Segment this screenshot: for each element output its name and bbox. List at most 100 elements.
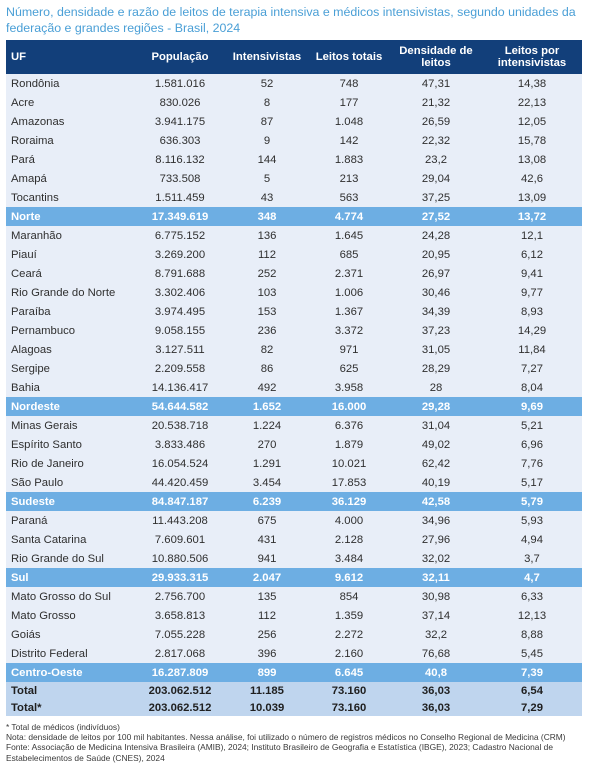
cell-populacao: 16.054.524 [134, 454, 226, 473]
cell-leitos-por-intensivistas: 7,76 [482, 454, 582, 473]
table-title: Número, densidade e razão de leitos de t… [6, 5, 576, 35]
cell-intensivistas: 1.291 [226, 454, 308, 473]
cell-intensivistas: 9 [226, 131, 308, 150]
cell-leitos-por-intensivistas: 8,04 [482, 378, 582, 397]
cell-densidade: 30,98 [390, 587, 482, 606]
cell-leitos-totais: 1.359 [308, 606, 390, 625]
footnote-asterisk: * Total de médicos (indivíduos) [6, 722, 120, 732]
table-row: Mato Grosso do Sul 2.756.700 135 854 30,98 6,… [6, 587, 582, 606]
cell-densidade: 32,02 [390, 549, 482, 568]
cell-intensivistas: 236 [226, 321, 308, 340]
table-row: Distrito Federal 2.817.068 396 2.160 76,68 5,… [6, 644, 582, 663]
cell-uf: Centro-Oeste [6, 663, 134, 682]
cell-densidade: 40,19 [390, 473, 482, 492]
cell-leitos-por-intensivistas: 7,39 [482, 663, 582, 682]
cell-leitos-totais: 6.645 [308, 663, 390, 682]
cell-intensivistas: 256 [226, 625, 308, 644]
cell-uf: Goiás [6, 625, 134, 644]
cell-intensivistas: 8 [226, 93, 308, 112]
cell-populacao: 6.775.152 [134, 226, 226, 245]
table-row: Pernambuco 9.058.155 236 3.372 37,23 14,29 [6, 321, 582, 340]
cell-intensivistas: 941 [226, 549, 308, 568]
cell-populacao: 3.269.200 [134, 245, 226, 264]
table-row: Alagoas 3.127.511 82 971 31,05 11,84 [6, 340, 582, 359]
cell-densidade: 24,28 [390, 226, 482, 245]
cell-leitos-por-intensivistas: 4,7 [482, 568, 582, 587]
cell-leitos-por-intensivistas: 14,29 [482, 321, 582, 340]
cell-densidade: 30,46 [390, 283, 482, 302]
cell-populacao: 9.058.155 [134, 321, 226, 340]
footnote-source: Fonte: Associação de Medicina Intensiva … [6, 742, 553, 763]
cell-densidade: 76,68 [390, 644, 482, 663]
cell-intensivistas: 112 [226, 606, 308, 625]
cell-intensivistas: 5 [226, 169, 308, 188]
cell-uf: Mato Grosso do Sul [6, 587, 134, 606]
table-row: Rio de Janeiro 16.054.524 1.291 10.021 62,42… [6, 454, 582, 473]
column-header-leitos-totais: Leitos totais [308, 40, 390, 74]
cell-uf: Sudeste [6, 492, 134, 511]
cell-populacao: 17.349.619 [134, 207, 226, 226]
data-table: UF População Intensivistas Leitos totais… [6, 40, 582, 716]
column-header-densidade: Densidade de leitos [390, 40, 482, 74]
cell-populacao: 7.055.228 [134, 625, 226, 644]
cell-leitos-totais: 1.883 [308, 150, 390, 169]
table-row: Paraíba 3.974.495 153 1.367 34,39 8,93 [6, 302, 582, 321]
cell-leitos-por-intensivistas: 6,54 [482, 682, 582, 699]
cell-densidade: 21,32 [390, 93, 482, 112]
cell-densidade: 23,2 [390, 150, 482, 169]
cell-leitos-totais: 3.484 [308, 549, 390, 568]
cell-densidade: 27,96 [390, 530, 482, 549]
cell-densidade: 29,04 [390, 169, 482, 188]
cell-uf: Rio Grande do Sul [6, 549, 134, 568]
cell-populacao: 8.116.132 [134, 150, 226, 169]
cell-leitos-totais: 9.612 [308, 568, 390, 587]
cell-leitos-por-intensivistas: 6,33 [482, 587, 582, 606]
cell-uf: Alagoas [6, 340, 134, 359]
cell-densidade: 40,8 [390, 663, 482, 682]
cell-densidade: 26,97 [390, 264, 482, 283]
cell-leitos-totais: 177 [308, 93, 390, 112]
cell-leitos-totais: 1.645 [308, 226, 390, 245]
cell-intensivistas: 348 [226, 207, 308, 226]
cell-populacao: 14.136.417 [134, 378, 226, 397]
cell-leitos-totais: 1.048 [308, 112, 390, 131]
cell-populacao: 3.974.495 [134, 302, 226, 321]
cell-densidade: 22,32 [390, 131, 482, 150]
cell-leitos-por-intensivistas: 8,88 [482, 625, 582, 644]
cell-leitos-por-intensivistas: 7,29 [482, 699, 582, 716]
cell-densidade: 28 [390, 378, 482, 397]
cell-leitos-por-intensivistas: 4,94 [482, 530, 582, 549]
total-row: Total 203.062.512 11.185 73.160 36,03 6,54 [6, 682, 582, 699]
cell-leitos-por-intensivistas: 13,09 [482, 188, 582, 207]
cell-uf: Pará [6, 150, 134, 169]
cell-leitos-por-intensivistas: 11,84 [482, 340, 582, 359]
cell-uf: Bahia [6, 378, 134, 397]
cell-intensivistas: 2.047 [226, 568, 308, 587]
cell-densidade: 36,03 [390, 699, 482, 716]
cell-uf: Mato Grosso [6, 606, 134, 625]
cell-leitos-totais: 971 [308, 340, 390, 359]
cell-densidade: 32,2 [390, 625, 482, 644]
region-subtotal-row: Sudeste 84.847.187 6.239 36.129 42,58 5,79 [6, 492, 582, 511]
cell-densidade: 34,96 [390, 511, 482, 530]
cell-leitos-por-intensivistas: 14,38 [482, 74, 582, 93]
cell-populacao: 1.511.459 [134, 188, 226, 207]
cell-populacao: 830.026 [134, 93, 226, 112]
cell-leitos-por-intensivistas: 9,41 [482, 264, 582, 283]
cell-leitos-por-intensivistas: 5,17 [482, 473, 582, 492]
cell-intensivistas: 431 [226, 530, 308, 549]
cell-uf: Amapá [6, 169, 134, 188]
cell-intensivistas: 1.224 [226, 416, 308, 435]
cell-densidade: 37,25 [390, 188, 482, 207]
cell-densidade: 49,02 [390, 435, 482, 454]
cell-densidade: 28,29 [390, 359, 482, 378]
cell-leitos-por-intensivistas: 5,21 [482, 416, 582, 435]
cell-leitos-totais: 3.372 [308, 321, 390, 340]
cell-densidade: 36,03 [390, 682, 482, 699]
cell-densidade: 29,28 [390, 397, 482, 416]
cell-densidade: 37,14 [390, 606, 482, 625]
cell-densidade: 32,11 [390, 568, 482, 587]
table-row: Pará 8.116.132 144 1.883 23,2 13,08 [6, 150, 582, 169]
table-row: Rondônia 1.581.016 52 748 47,31 14,38 [6, 74, 582, 93]
total-row: Total* 203.062.512 10.039 73.160 36,03 7,29 [6, 699, 582, 716]
